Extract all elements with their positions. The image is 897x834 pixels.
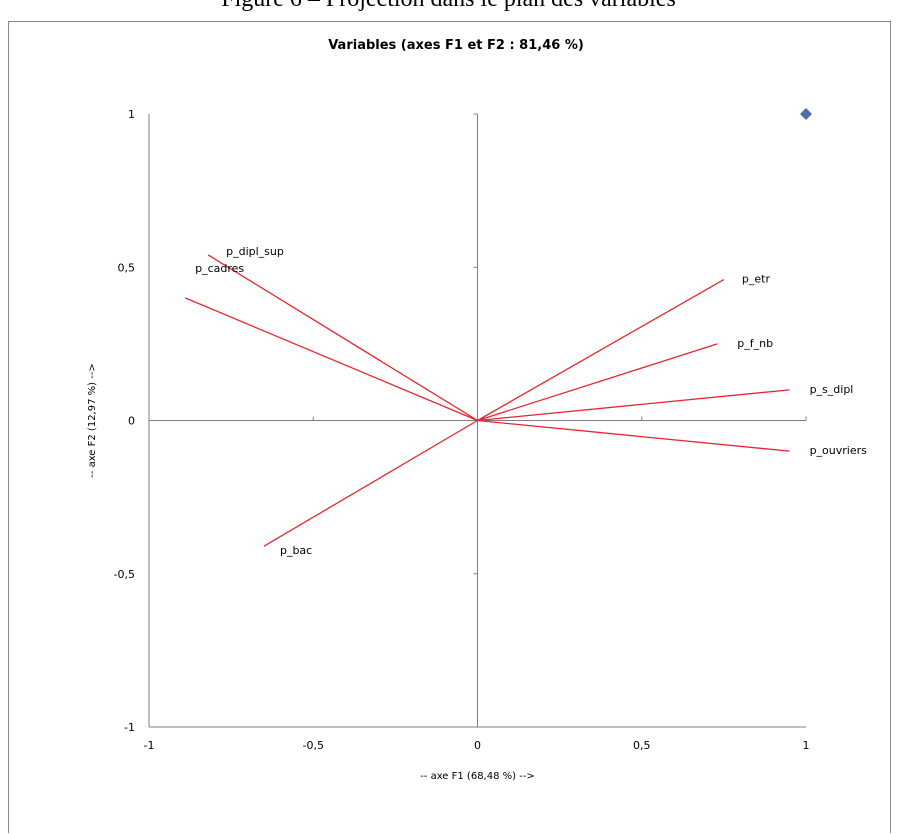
biplot-chart: Variables (axes F1 et F2 : 81,46 %) -- a… — [87, 38, 867, 782]
label-p-s-dipl: p_s_dipl — [810, 383, 854, 396]
chart-title: Variables (axes F1 et F2 : 81,46 %) — [328, 38, 584, 53]
vectors-layer — [184, 108, 812, 547]
figure-caption: Figure 6 – Projection dans le plan des v… — [0, 0, 897, 13]
y-tick-label: 0 — [128, 415, 135, 428]
label-p-f-nb: p_f_nb — [737, 337, 773, 350]
y-axis-label: -- axe F2 (12,97 %) --> — [87, 363, 98, 478]
label-p-ouvriers: p_ouvriers — [810, 444, 868, 457]
label-p-etr: p_etr — [742, 273, 771, 286]
vector-p-f-nb — [477, 343, 718, 422]
x-tick-label: -1 — [144, 739, 155, 752]
y-tick-label: 1 — [128, 108, 135, 121]
y-tick-label: -0,5 — [114, 568, 135, 581]
vector-p-bac — [263, 419, 478, 547]
vector-p-etr — [477, 278, 725, 422]
vector-p-dipl-sup — [207, 254, 478, 422]
label-p-dipl-sup: p_dipl_sup — [226, 245, 284, 258]
ticks-layer: -1 -0,5 0 0,5 1 -1 -0,5 0 0,5 1 — [114, 108, 810, 752]
label-p-cadres: p_cadres — [195, 262, 244, 275]
vector-p-ouvriers — [477, 419, 790, 452]
x-axis-label: -- axe F1 (68,48 %) --> — [420, 771, 535, 782]
x-tick-label: 1 — [803, 739, 810, 752]
x-tick-label: 0 — [474, 739, 481, 752]
x-tick-label: -0,5 — [303, 739, 324, 752]
vector-p-s-dipl — [477, 389, 790, 422]
vector-p-cadres — [184, 297, 478, 422]
y-tick-label: 0,5 — [118, 261, 136, 274]
chart-frame: Variables (axes F1 et F2 : 81,46 %) -- a… — [8, 21, 891, 833]
label-p-bac: p_bac — [280, 544, 312, 557]
labels-layer: p_dipl_sup p_cadres p_etr p_f_nb p_s_dipl p_o… — [195, 245, 867, 557]
x-tick-label: 0,5 — [633, 739, 651, 752]
diamond-marker — [800, 108, 812, 120]
y-tick-label: -1 — [124, 721, 135, 734]
